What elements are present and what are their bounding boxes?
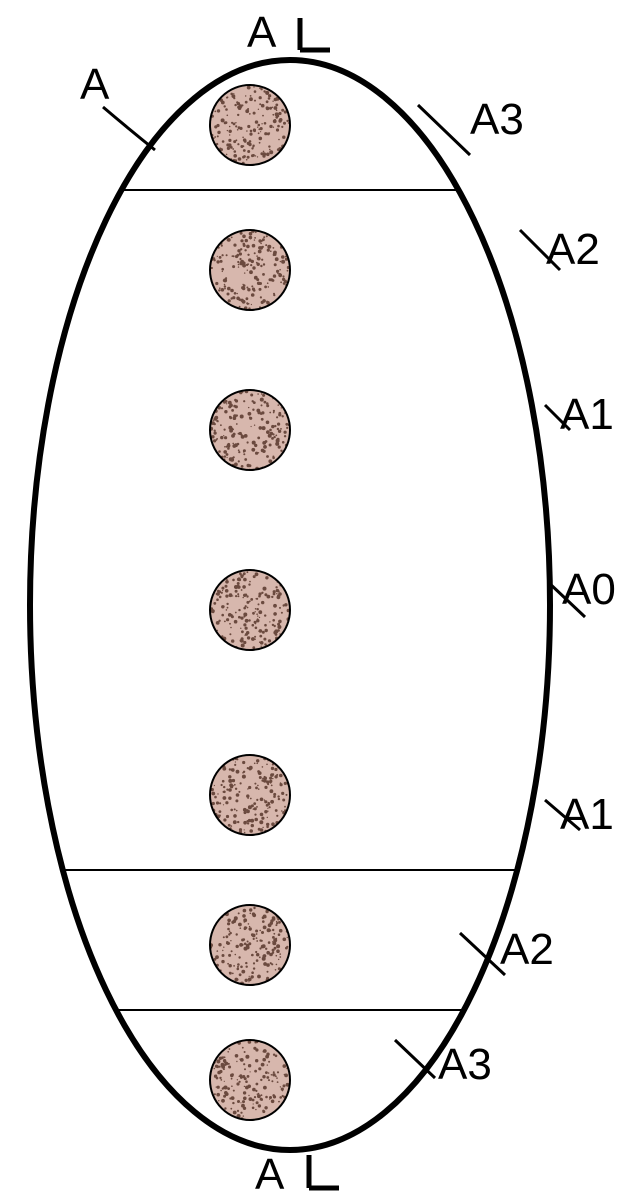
leader-a-top-left xyxy=(103,107,155,150)
label-a-0: A xyxy=(247,8,276,58)
label-a2-7: A2 xyxy=(500,925,554,975)
label-a1-6: A1 xyxy=(560,790,614,840)
label-a-9: A xyxy=(255,1150,284,1200)
label-a3-2: A3 xyxy=(470,95,524,145)
label-a0-5: A0 xyxy=(562,565,616,615)
label-a2-3: A2 xyxy=(546,225,600,275)
section-mark-bottom xyxy=(309,1155,339,1188)
label-a1-4: A1 xyxy=(560,390,614,440)
lead-line-6 xyxy=(395,1040,435,1078)
lead-line-0 xyxy=(418,105,470,155)
label-a-1: A xyxy=(80,60,109,110)
label-a3-8: A3 xyxy=(438,1040,492,1090)
section-mark-top xyxy=(300,18,330,50)
